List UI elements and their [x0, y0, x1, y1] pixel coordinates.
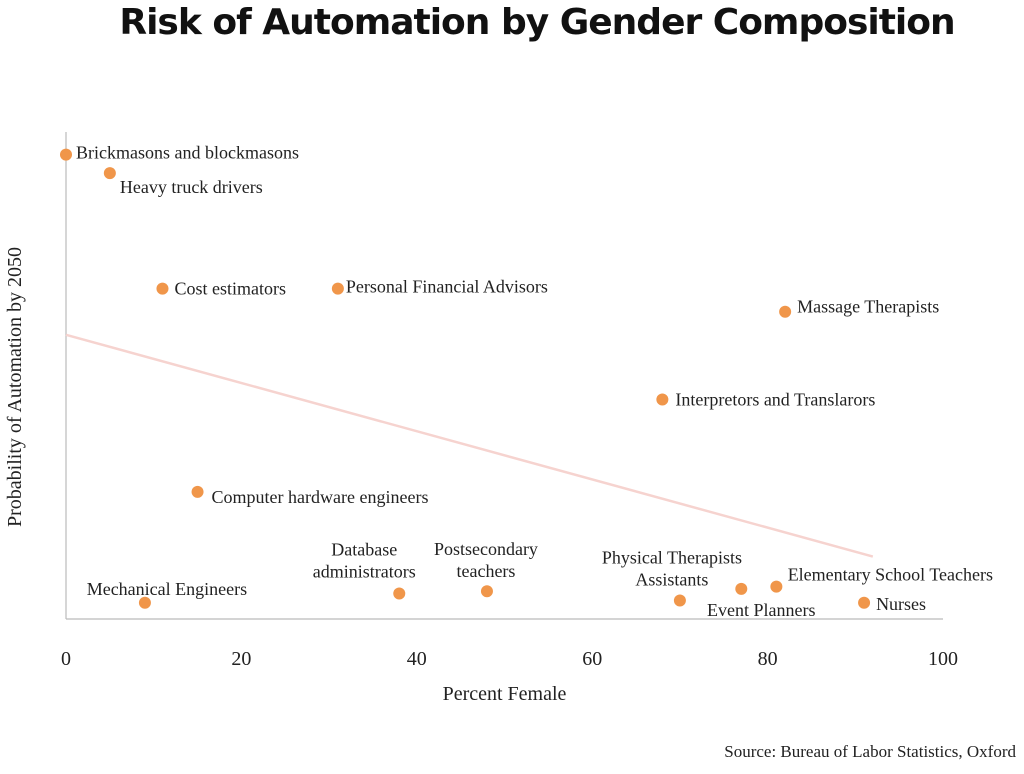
x-tick-label: 0 — [61, 648, 71, 670]
data-point — [103, 167, 116, 180]
y-axis-label: Probability of Automation by 2050 — [4, 247, 26, 527]
trendline — [65, 333, 874, 558]
point-label: Massage Therapists — [797, 297, 939, 317]
point-label: Cost estimators — [174, 279, 286, 299]
data-point — [656, 393, 669, 406]
point-label: Nurses — [876, 594, 926, 614]
data-point — [393, 587, 406, 600]
point-label: Database administrators — [313, 540, 416, 582]
x-tick-label: 100 — [928, 648, 958, 670]
source-note: Source: Bureau of Labor Statistics, Oxfo… — [724, 742, 1016, 761]
data-point — [779, 305, 792, 318]
data-point — [735, 582, 748, 595]
point-label: Event Planners — [707, 600, 815, 620]
data-point — [60, 148, 72, 161]
point-label: Mechanical Engineers — [87, 579, 247, 599]
data-point — [858, 596, 871, 609]
data-point — [331, 282, 344, 295]
trendline-group — [65, 333, 874, 558]
point-labels-group: Brickmasons and blockmasons Heavy truck d… — [76, 143, 993, 620]
x-tick-label: 60 — [582, 648, 602, 670]
point-label: Elementary School Teachers — [788, 565, 993, 585]
point-label: Physical Therapists Assistants — [602, 547, 742, 589]
point-label: Postsecondary teachers — [434, 539, 538, 581]
points-group — [60, 148, 871, 609]
x-tick-label: 20 — [231, 648, 251, 670]
x-axis-label: Percent Female — [443, 683, 567, 705]
axes: 0 20 40 60 80 100 Percent Female Probability of… — [4, 132, 958, 705]
data-point — [673, 594, 686, 607]
x-tick-label: 80 — [758, 648, 778, 670]
point-label: Brickmasons and blockmasons — [76, 143, 299, 163]
data-point — [156, 282, 169, 295]
x-tick-label: 40 — [407, 648, 427, 670]
point-label: Personal Financial Advisors — [346, 277, 548, 297]
point-label: Computer hardware engineers — [212, 487, 429, 507]
data-point — [480, 585, 493, 598]
data-point — [191, 485, 204, 498]
data-point — [138, 596, 151, 609]
chart-title: Risk of Automation by Gender Composition — [119, 2, 955, 43]
point-label: Heavy truck drivers — [120, 177, 263, 197]
point-label: Interpretors and Translarors — [675, 389, 875, 409]
data-point — [770, 580, 783, 593]
